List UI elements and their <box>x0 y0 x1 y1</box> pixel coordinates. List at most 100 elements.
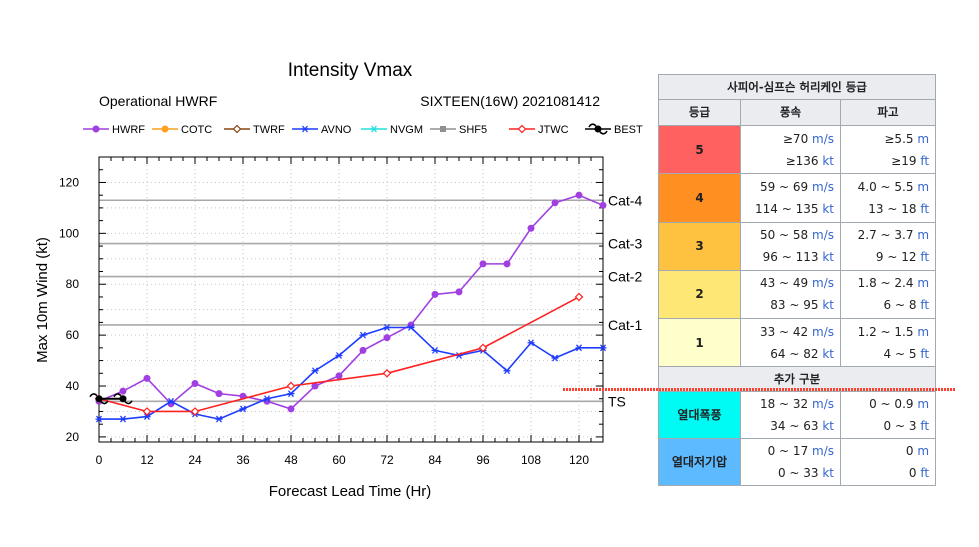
wind-speed-cell: 43 ~ 49 m/s 83 ~ 95 kt <box>740 269 841 319</box>
x-tick-label: 36 <box>236 453 250 467</box>
data-point <box>431 346 439 354</box>
series-best <box>89 393 133 405</box>
legend-label: TWRF <box>253 124 285 136</box>
y-tick-label: 100 <box>59 226 79 240</box>
threshold-label: Cat-1 <box>608 317 642 333</box>
data-point <box>335 352 343 359</box>
data-point <box>311 367 319 375</box>
data-point <box>574 292 584 302</box>
data-point <box>287 390 295 398</box>
data-point <box>527 224 535 232</box>
data-point <box>575 344 583 352</box>
legend-marker <box>517 124 527 134</box>
legend-label: HWRF <box>112 124 145 136</box>
data-point <box>143 374 151 382</box>
data-point <box>431 290 439 298</box>
wind-speed-cell: 18 ~ 32 m/s 34 ~ 63 kt <box>740 390 841 439</box>
chart-title: Intensity Vmax <box>288 60 413 81</box>
wind-speed-cell: 59 ~ 69 m/s 114 ~ 135 kt <box>740 173 841 223</box>
x-tick-label: 48 <box>284 453 298 467</box>
data-point <box>382 368 392 378</box>
legend-label: BEST <box>614 124 643 136</box>
wind-speed-cell: 50 ~ 58 m/s 96 ~ 113 kt <box>740 221 841 271</box>
data-point <box>95 415 103 423</box>
legend-marker <box>440 126 446 132</box>
data-point <box>407 324 415 331</box>
data-point <box>503 260 511 268</box>
data-point <box>575 191 583 199</box>
table-title: 사피어-심프슨 허리케인 등급 <box>657 74 937 100</box>
chart-series <box>89 191 607 423</box>
category-cell: 4 <box>658 173 741 223</box>
legend-label: SHF5 <box>459 124 487 136</box>
series-line <box>98 296 580 413</box>
legend-item: JTWC <box>509 124 569 136</box>
data-point <box>215 390 223 398</box>
x-tick-label: 60 <box>332 453 346 467</box>
data-point <box>113 393 133 405</box>
y-axis-label: Max 10m Wind (kt) <box>34 237 51 363</box>
data-point <box>89 393 109 405</box>
data-point <box>359 331 367 339</box>
data-point <box>599 201 607 209</box>
series-line <box>99 326 603 420</box>
y-tick-label: 40 <box>66 379 80 393</box>
legend-label: JTWC <box>538 124 569 136</box>
data-point <box>479 260 487 268</box>
legend-label: NVGM <box>390 124 423 136</box>
data-point <box>190 407 200 416</box>
x-tick-label: 108 <box>521 453 541 467</box>
data-point <box>455 288 463 296</box>
legend-marker <box>232 124 242 134</box>
legend-item: HWRF <box>83 124 145 136</box>
data-point <box>503 367 511 375</box>
y-tick-label: 60 <box>66 328 80 342</box>
legend-item: TWRF <box>224 124 285 136</box>
wind-speed-cell: ≥70 m/s ≥136 kt <box>740 125 841 175</box>
wind-speed-cell: 33 ~ 42 m/s 64 ~ 82 kt <box>740 317 841 368</box>
threshold-label: Cat-4 <box>608 192 642 208</box>
legend-item: AVNO <box>292 124 352 136</box>
x-tick-label: 0 <box>96 453 103 467</box>
legend-item: SHF5 <box>430 124 487 136</box>
wind-speed-cell: 0 ~ 17 m/s 0 ~ 33 kt <box>740 437 841 487</box>
col-header-storm-surge: 파고 <box>839 98 937 127</box>
legend-item: NVGM <box>361 124 423 136</box>
red-scribble-line <box>563 388 955 391</box>
series-avno <box>95 324 607 423</box>
x-axis-label: Forecast Lead Time (Hr) <box>269 483 432 500</box>
col-header-wind-speed: 풍속 <box>740 98 841 127</box>
category-cell: 3 <box>658 221 741 271</box>
data-point <box>143 413 151 420</box>
data-point <box>383 334 391 342</box>
data-point <box>119 387 127 395</box>
storm-surge-cell: ≥5.5 m ≥19 ft <box>839 125 937 175</box>
chart-subtitle-left: Operational HWRF <box>99 93 217 109</box>
storm-surge-cell: 4.0 ~ 5.5 m 13 ~ 18 ft <box>839 173 937 223</box>
series-jtwc <box>94 292 584 416</box>
chart-legend: HWRF COTC TWRF AVNO NVGM SHF5 JTWC BEST <box>83 123 643 136</box>
x-tick-label: 120 <box>569 453 589 467</box>
legend-label: COTC <box>181 124 212 136</box>
legend-marker <box>370 125 378 133</box>
data-point <box>551 199 559 207</box>
saffir-simpson-table: 사피어-심프슨 허리케인 등급 등급 풍속 파고 5 ≥70 m/s ≥136 kt… <box>657 74 937 487</box>
y-tick-label: 20 <box>66 430 80 444</box>
chart-grid <box>99 157 603 442</box>
data-point <box>359 346 367 354</box>
series-line <box>98 194 604 410</box>
data-point <box>286 381 296 391</box>
data-point <box>287 405 295 413</box>
data-point <box>478 343 488 353</box>
legend-marker <box>301 125 309 133</box>
chart-subtitle-right: SIXTEEN(16W) 2021081412 <box>420 93 600 109</box>
data-point <box>383 324 391 331</box>
category-cell: 열대폭풍 <box>658 390 741 439</box>
category-cell: 5 <box>658 125 741 175</box>
